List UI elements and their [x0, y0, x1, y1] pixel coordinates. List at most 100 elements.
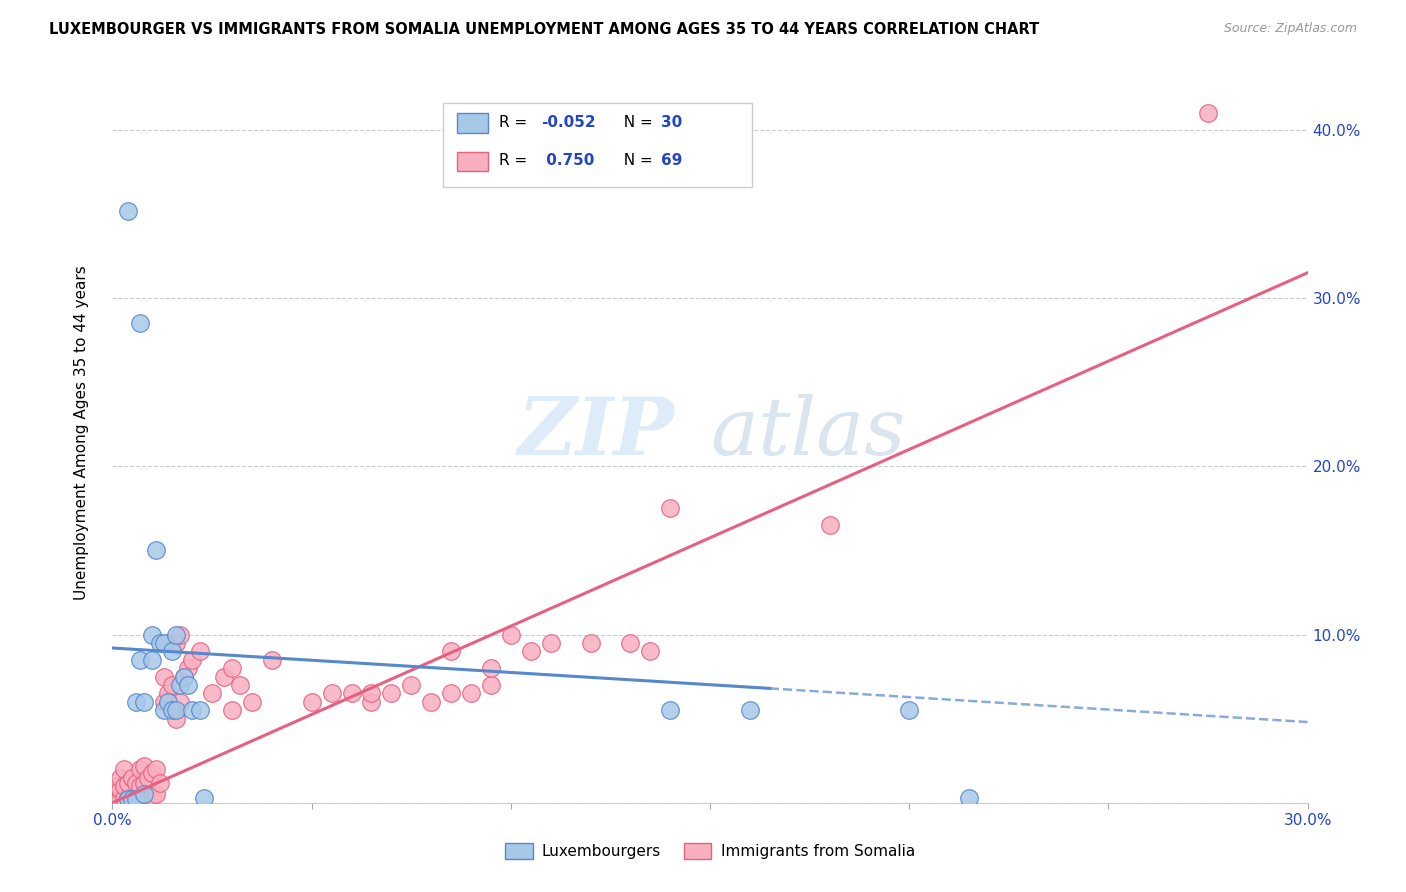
Point	[360, 686, 382, 700]
Point	[153, 703, 176, 717]
Point	[121, 790, 143, 805]
Point	[173, 670, 195, 684]
Point	[134, 775, 156, 789]
Point	[141, 653, 163, 667]
Point	[129, 779, 152, 793]
Text: -0.052: -0.052	[541, 115, 596, 129]
Point	[188, 644, 211, 658]
Text: 30: 30	[661, 115, 682, 129]
Point	[479, 678, 502, 692]
Point	[162, 644, 183, 658]
Point	[134, 758, 156, 772]
Point	[221, 703, 243, 717]
Point	[898, 703, 921, 717]
Point	[440, 686, 463, 700]
Point	[117, 203, 139, 218]
Point	[169, 678, 191, 692]
Point	[134, 695, 156, 709]
Point	[360, 695, 382, 709]
Point	[460, 686, 482, 700]
Point	[579, 636, 602, 650]
Point	[121, 771, 143, 785]
Point	[240, 695, 263, 709]
Point	[162, 678, 183, 692]
Text: R =: R =	[499, 115, 533, 129]
Point	[138, 771, 160, 785]
Point	[193, 790, 215, 805]
Point	[540, 636, 562, 650]
Point	[188, 703, 211, 717]
Point	[129, 762, 152, 776]
Point	[114, 779, 135, 793]
Point	[520, 644, 543, 658]
Point	[479, 661, 502, 675]
Point	[145, 788, 167, 802]
Text: 0.750: 0.750	[541, 153, 595, 168]
Point	[117, 790, 139, 805]
Text: 69: 69	[661, 153, 682, 168]
Point	[401, 678, 423, 692]
Point	[640, 644, 662, 658]
Point	[149, 775, 172, 789]
Point	[181, 653, 204, 667]
Point	[114, 790, 135, 805]
Point	[125, 775, 148, 789]
Point	[165, 636, 187, 650]
Point	[340, 686, 363, 700]
Point	[260, 653, 283, 667]
Point	[957, 790, 980, 805]
Point	[149, 636, 172, 650]
Point	[221, 661, 243, 675]
Point	[1197, 106, 1219, 120]
Point	[110, 792, 132, 806]
Point	[141, 789, 163, 803]
Point	[162, 703, 183, 717]
Point	[117, 792, 139, 806]
Point	[157, 636, 180, 650]
Point	[659, 703, 682, 717]
Point	[125, 790, 148, 805]
Legend: Luxembourgers, Immigrants from Somalia: Luxembourgers, Immigrants from Somalia	[499, 838, 921, 865]
Text: ZIP: ZIP	[517, 394, 675, 471]
Point	[177, 678, 200, 692]
Text: N =: N =	[614, 153, 658, 168]
Y-axis label: Unemployment Among Ages 35 to 44 years: Unemployment Among Ages 35 to 44 years	[75, 265, 89, 600]
Point	[153, 695, 176, 709]
Point	[420, 695, 443, 709]
Point	[141, 765, 163, 780]
Point	[380, 686, 402, 700]
Point	[145, 762, 167, 776]
Point	[105, 779, 128, 793]
Point	[138, 789, 160, 803]
Point	[619, 636, 641, 650]
Point	[157, 695, 180, 709]
Point	[738, 703, 761, 717]
Point	[173, 670, 195, 684]
Point	[169, 627, 191, 641]
Point	[153, 670, 176, 684]
Point	[165, 627, 187, 641]
Point	[129, 790, 152, 805]
Point	[105, 792, 128, 806]
Point	[129, 316, 152, 330]
Point	[114, 762, 135, 776]
Text: R =: R =	[499, 153, 533, 168]
Point	[659, 501, 682, 516]
Point	[212, 670, 235, 684]
Point	[301, 695, 323, 709]
Point	[157, 686, 180, 700]
Point	[134, 788, 156, 802]
Point	[129, 653, 152, 667]
Text: atlas: atlas	[710, 394, 905, 471]
Point	[440, 644, 463, 658]
Point	[165, 703, 187, 717]
Point	[181, 703, 204, 717]
Point	[321, 686, 343, 700]
Point	[117, 775, 139, 789]
Point	[177, 661, 200, 675]
Point	[165, 712, 187, 726]
Point	[499, 627, 522, 641]
Point	[153, 636, 176, 650]
Point	[110, 771, 132, 785]
Point	[229, 678, 252, 692]
